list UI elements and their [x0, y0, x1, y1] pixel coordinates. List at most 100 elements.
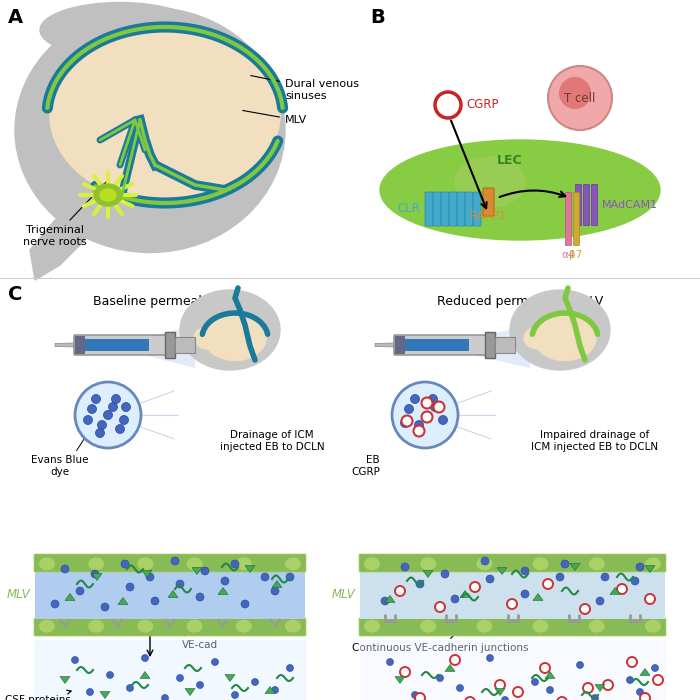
Circle shape	[197, 682, 204, 689]
Circle shape	[104, 410, 113, 419]
Text: Impaired drainage of
ICM injected EB to DCLN: Impaired drainage of ICM injected EB to …	[531, 430, 659, 452]
Polygon shape	[225, 675, 235, 682]
Ellipse shape	[455, 157, 525, 207]
Text: Drainage of ICM
injected EB to DCLN: Drainage of ICM injected EB to DCLN	[220, 430, 324, 452]
Ellipse shape	[100, 189, 116, 201]
Text: MLV: MLV	[243, 111, 307, 125]
Ellipse shape	[524, 327, 552, 349]
Circle shape	[83, 416, 92, 424]
Circle shape	[501, 696, 508, 700]
Circle shape	[91, 570, 99, 578]
Polygon shape	[393, 326, 530, 368]
Circle shape	[507, 599, 517, 609]
Circle shape	[392, 382, 458, 448]
Circle shape	[601, 573, 609, 581]
Circle shape	[232, 692, 239, 699]
FancyBboxPatch shape	[592, 185, 598, 225]
Text: C: C	[8, 285, 22, 304]
Bar	[495, 337, 515, 353]
Circle shape	[652, 664, 659, 671]
Text: Trigeminal
nerve roots: Trigeminal nerve roots	[23, 182, 106, 246]
FancyBboxPatch shape	[34, 618, 306, 636]
Circle shape	[231, 560, 239, 568]
Circle shape	[51, 600, 59, 608]
Circle shape	[87, 689, 94, 696]
Circle shape	[201, 567, 209, 575]
Ellipse shape	[187, 557, 202, 570]
Circle shape	[402, 416, 412, 426]
Polygon shape	[375, 343, 395, 347]
Text: Dural venous
sinuses: Dural venous sinuses	[251, 76, 359, 101]
Circle shape	[451, 595, 459, 603]
Text: B: B	[370, 8, 385, 27]
Ellipse shape	[420, 557, 436, 570]
Circle shape	[626, 676, 634, 683]
Text: EB
CGRP: EB CGRP	[351, 455, 380, 477]
Text: β7: β7	[569, 250, 582, 260]
Ellipse shape	[645, 620, 661, 633]
Text: LEC: LEC	[497, 153, 523, 167]
Ellipse shape	[380, 140, 660, 240]
Circle shape	[171, 557, 179, 565]
Circle shape	[61, 565, 69, 573]
Circle shape	[120, 416, 129, 424]
Circle shape	[617, 584, 627, 594]
Circle shape	[513, 687, 523, 697]
Circle shape	[108, 402, 118, 412]
FancyBboxPatch shape	[575, 185, 582, 225]
Text: T cell: T cell	[564, 92, 596, 104]
Polygon shape	[445, 664, 455, 671]
Circle shape	[127, 685, 134, 692]
FancyBboxPatch shape	[394, 335, 486, 355]
Circle shape	[97, 421, 106, 430]
Circle shape	[456, 685, 463, 692]
Ellipse shape	[236, 620, 252, 633]
Circle shape	[495, 680, 505, 690]
Circle shape	[531, 678, 538, 685]
FancyBboxPatch shape	[74, 335, 166, 355]
Circle shape	[400, 419, 410, 428]
Polygon shape	[533, 594, 543, 601]
Text: CLR: CLR	[397, 202, 420, 216]
Circle shape	[272, 687, 279, 694]
FancyBboxPatch shape	[573, 193, 580, 246]
Circle shape	[580, 604, 590, 614]
Polygon shape	[185, 689, 195, 696]
Circle shape	[486, 654, 493, 661]
FancyBboxPatch shape	[457, 192, 465, 226]
Ellipse shape	[204, 316, 266, 360]
Ellipse shape	[364, 620, 380, 633]
Circle shape	[221, 577, 229, 585]
Ellipse shape	[285, 557, 301, 570]
Circle shape	[88, 405, 97, 414]
Text: CSF proteins: CSF proteins	[5, 690, 71, 700]
Text: α4: α4	[561, 250, 575, 260]
Circle shape	[111, 395, 120, 403]
Ellipse shape	[39, 557, 55, 570]
Polygon shape	[55, 343, 75, 347]
FancyBboxPatch shape	[433, 192, 441, 226]
Circle shape	[410, 395, 419, 403]
Circle shape	[636, 689, 643, 696]
Circle shape	[583, 683, 593, 693]
FancyBboxPatch shape	[473, 192, 481, 226]
Polygon shape	[610, 587, 620, 594]
Circle shape	[577, 662, 584, 668]
Text: MAdCAM1: MAdCAM1	[602, 200, 658, 210]
Ellipse shape	[510, 290, 610, 370]
Ellipse shape	[534, 316, 596, 360]
Text: CGRP: CGRP	[466, 99, 498, 111]
Text: RAMP1: RAMP1	[470, 211, 506, 221]
Circle shape	[415, 693, 425, 700]
Ellipse shape	[364, 557, 380, 570]
Ellipse shape	[477, 620, 492, 633]
Bar	[485, 332, 495, 358]
Circle shape	[400, 667, 410, 677]
Ellipse shape	[15, 8, 285, 253]
Polygon shape	[142, 570, 152, 578]
Circle shape	[428, 395, 438, 403]
Polygon shape	[92, 573, 102, 580]
Ellipse shape	[40, 3, 200, 57]
Circle shape	[561, 560, 569, 568]
Polygon shape	[423, 570, 433, 578]
